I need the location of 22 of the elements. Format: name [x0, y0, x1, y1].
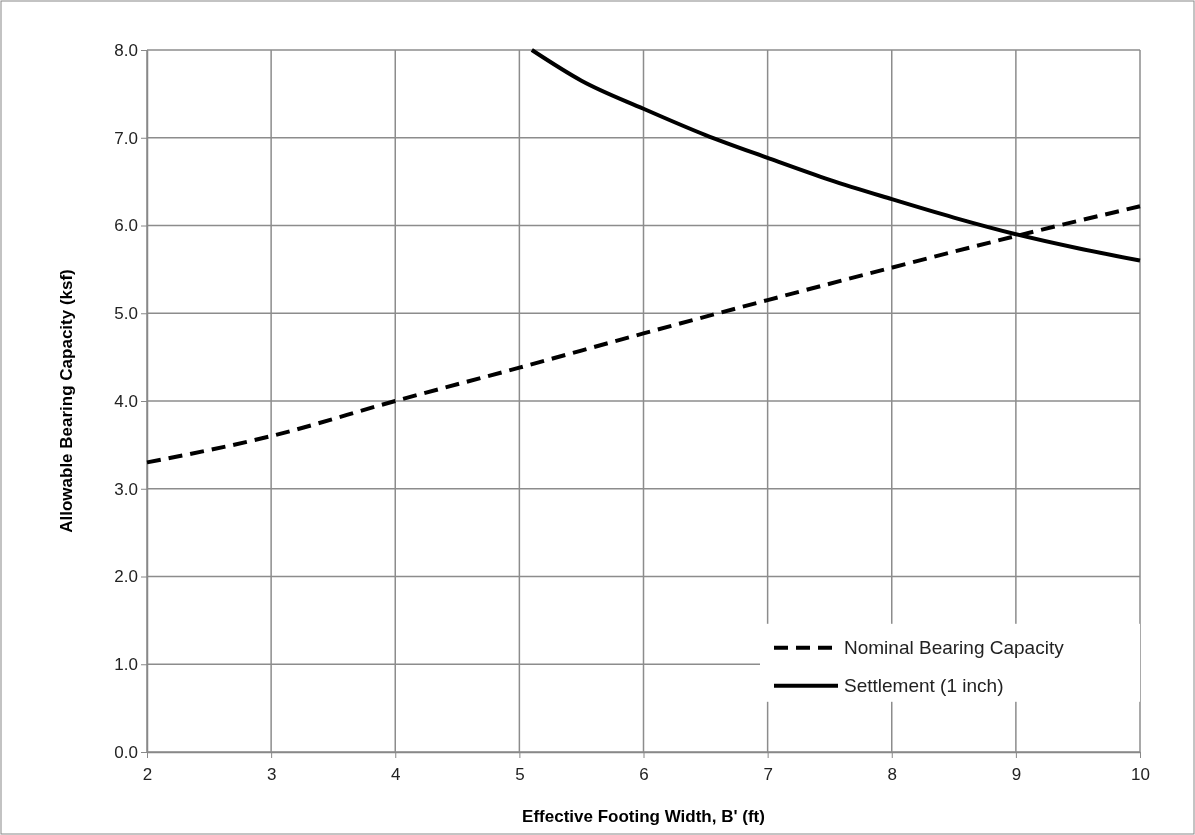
y-tick-label: 3.0 [114, 479, 138, 499]
x-tick-label: 8 [887, 764, 897, 784]
x-tick-label: 6 [639, 764, 649, 784]
y-tick-label: 6.0 [114, 216, 138, 236]
y-tick-label: 5.0 [114, 304, 138, 324]
x-tick-label: 2 [142, 764, 153, 784]
y-tick-label: 8.0 [114, 40, 138, 60]
y-tick-label: 2.0 [114, 567, 138, 587]
y-tick-label: 7.0 [114, 128, 138, 148]
y-tick-label: 4.0 [114, 391, 138, 411]
legend-label: Nominal Bearing Capacity [844, 636, 1065, 658]
x-axis-title: Effective Footing Width, B' (ft) [522, 807, 765, 826]
x-tick-label: 9 [1011, 764, 1022, 784]
x-tick-label: 5 [515, 764, 525, 784]
y-axis-title: Allowable Bearing Capacity (ksf) [57, 269, 76, 533]
y-tick-label: 0.0 [114, 742, 138, 762]
legend-label: Settlement (1 inch) [844, 674, 1004, 696]
x-tick-label: 4 [391, 764, 401, 784]
x-tick-label: 7 [763, 764, 773, 784]
x-tick-label: 3 [266, 764, 277, 784]
y-tick-label: 1.0 [114, 655, 138, 675]
x-tick-label: 10 [1131, 764, 1150, 784]
